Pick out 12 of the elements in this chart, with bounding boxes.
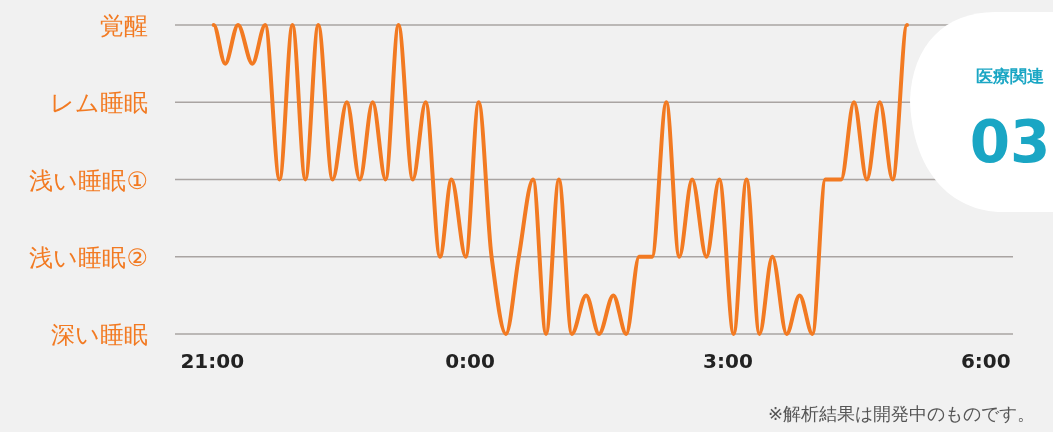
x-tick-label: 0:00	[445, 349, 495, 373]
ref-line-label: レム睡眠	[50, 89, 148, 118]
ref-line-label: 浅い睡眠①	[29, 166, 148, 195]
ref-line-label: 覚醒	[100, 12, 148, 40]
text: ※解析結果は開発中のものです。	[767, 403, 1035, 424]
x-tick-label: 6:00	[960, 349, 1011, 373]
annotation: 03	[969, 108, 1051, 176]
x-tick-label: 21:00	[180, 349, 245, 373]
ref-line-label: 深い睡眠	[51, 321, 148, 349]
x-tick-label: 3:00	[703, 349, 753, 373]
annotation: 医療関連	[976, 66, 1044, 86]
ref-line-label: 浅い睡眠②	[29, 243, 148, 272]
